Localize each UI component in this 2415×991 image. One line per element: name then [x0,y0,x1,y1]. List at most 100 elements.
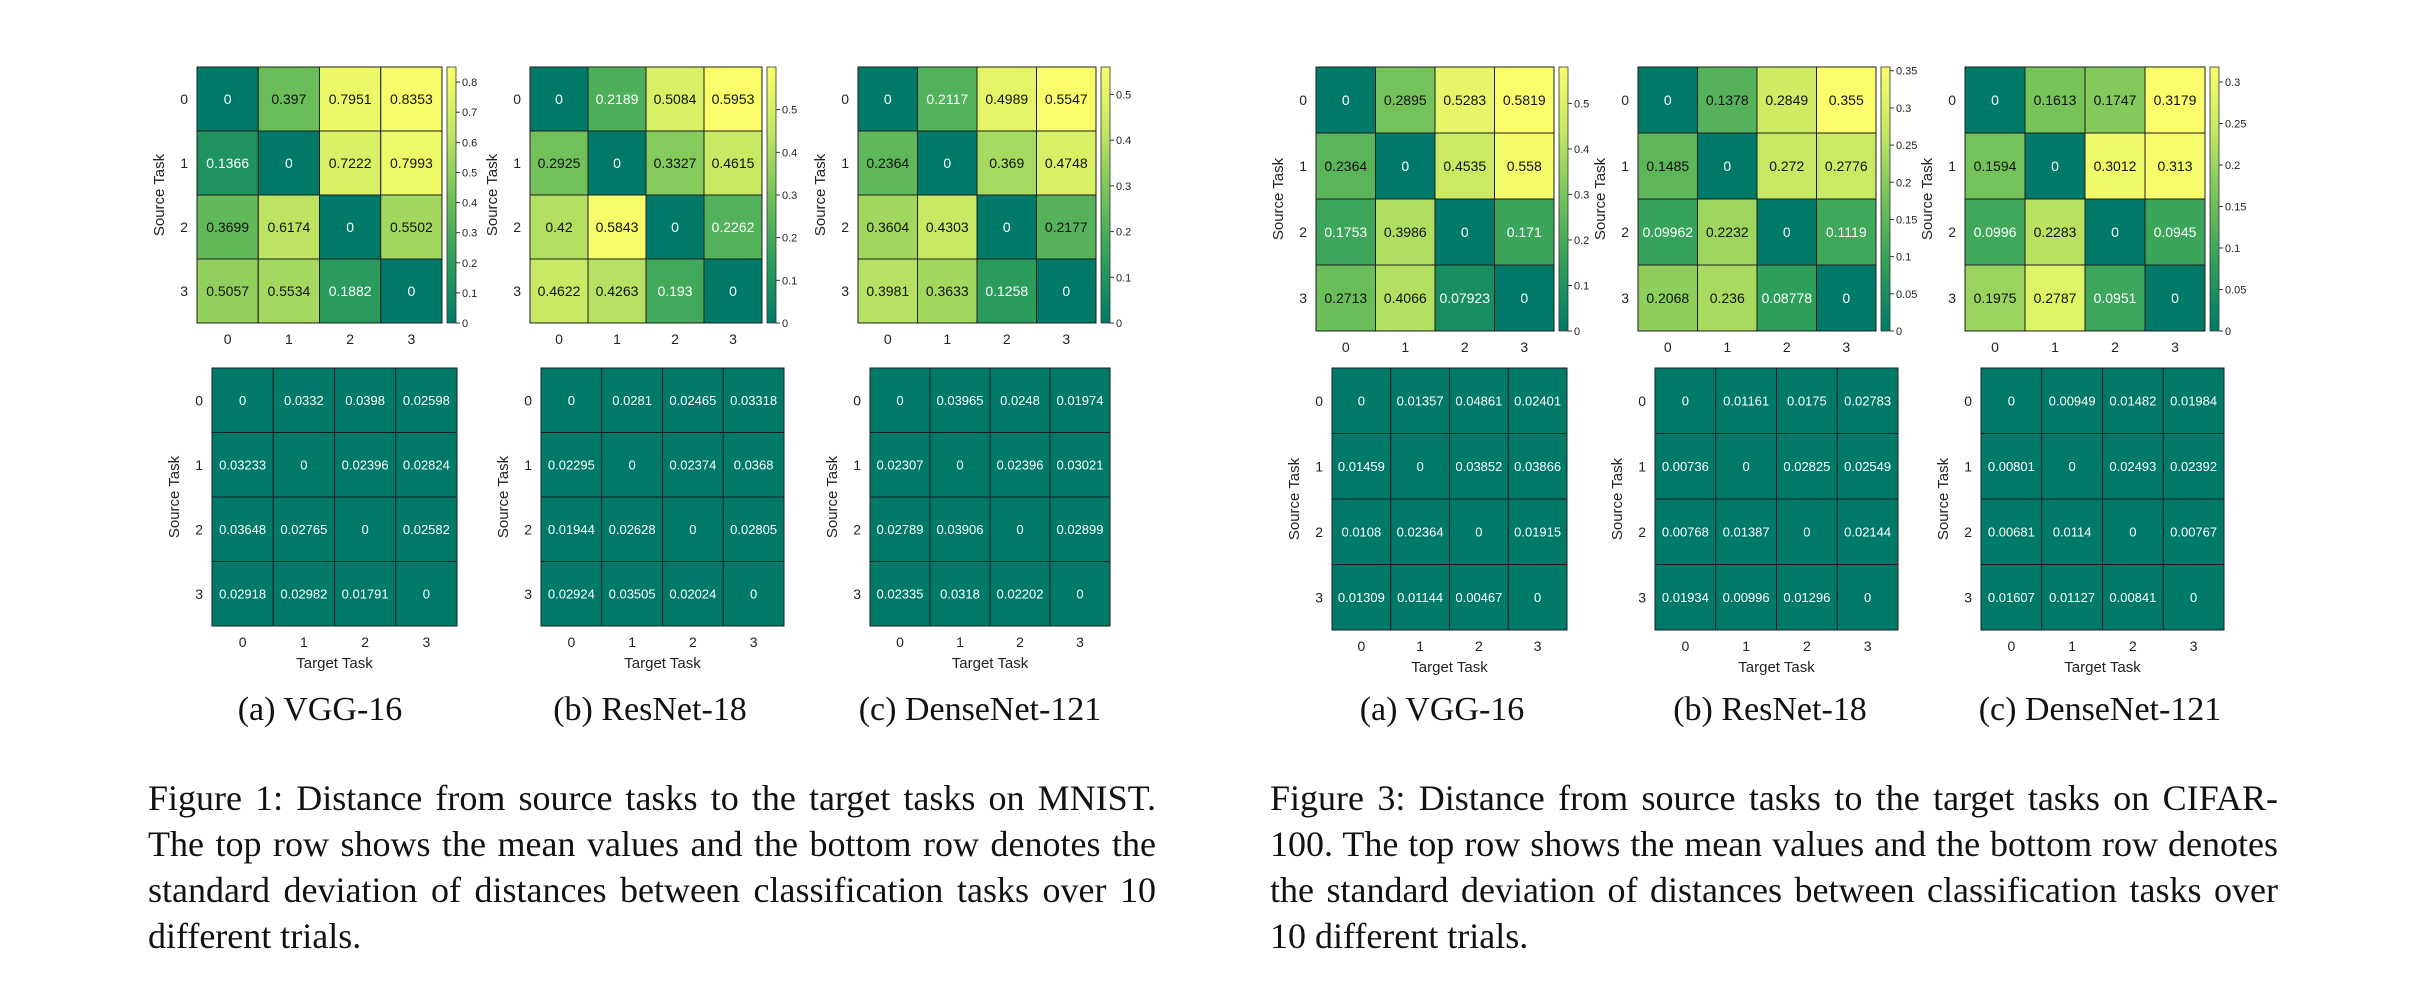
heatmap-cell-p6-r3c1 [1375,264,1436,332]
heatmap-cell-p3-r3c1 [272,561,335,627]
colorbar-tick-p6-0: 0 [1574,326,1580,338]
cell-value-p3-r2c2: 0 [362,522,369,537]
y-tick-p1-3: 3 [513,283,521,299]
y-tick-p8-1: 1 [1948,158,1956,174]
cell-value-p8-r0c0: 0 [1991,92,1999,108]
cell-value-p11-r2c0: 0.00681 [1988,524,2035,539]
y-tick-p9-1: 1 [1315,458,1323,474]
figure-3-caption: Figure 3: Distance from source tasks to … [1270,778,2278,956]
cell-value-p10-r0c0: 0 [1682,393,1689,408]
cell-value-p3-r1c2: 0.02396 [342,457,389,472]
x-tick-p10-2: 2 [1803,638,1811,654]
cell-value-p3-r1c3: 0.02824 [403,457,450,472]
x-tick-p6-0: 0 [1342,339,1350,355]
colorbar-tick-p6-3: 0.3 [1574,189,1589,201]
cell-value-p0-r0c0: 0 [224,91,232,107]
heatmap-cell-p2-r1c1 [917,130,978,196]
heatmap-cell-p4-r2c0 [540,496,603,562]
y-axis-label-p1: Source Task [484,153,501,236]
cell-value-p0-r2c1: 0.6174 [267,219,310,235]
heatmap-cell-p0-r1c3 [380,130,443,196]
heatmap-cell-p1-r0c3 [703,66,763,132]
x-tick-p8-0: 0 [1991,339,1999,355]
cell-value-p2-r2c0: 0.3604 [866,219,909,235]
cell-value-p3-r2c0: 0.03648 [219,522,266,537]
cell-value-p2-r2c3: 0.2177 [1045,219,1088,235]
cell-value-p3-r3c2: 0.01791 [342,586,389,601]
cell-value-p2-r3c0: 0.3981 [866,283,909,299]
cell-value-p7-r3c2: 0.08778 [1761,290,1812,306]
cell-value-p8-r0c3: 0.3179 [2154,92,2197,108]
x-tick-p3-2: 2 [361,634,369,650]
cell-value-p0-r1c3: 0.7993 [390,155,433,171]
heatmap-cell-p6-r2c2 [1434,198,1495,266]
y-axis-label-p0: Source Task [151,153,168,236]
y-tick-p3-0: 0 [195,392,203,408]
heatmap-cell-p0-r0c0 [196,66,259,132]
heatmap-cell-p9-r1c0 [1331,433,1392,500]
cell-value-p0-r3c2: 0.1882 [329,283,372,299]
heatmap-cell-p7-r2c1 [1697,198,1758,266]
x-axis-label-p5: Target Task [952,655,1029,672]
colorbar-p8 [2209,66,2220,332]
colorbar-tick-p1-2: 0.2 [782,233,797,245]
heatmap-cell-p11-r2c2 [2102,498,2164,565]
cell-value-p9-r3c2: 0.00467 [1455,590,1502,605]
cell-value-p8-r3c3: 0 [2171,290,2179,306]
y-tick-p11-1: 1 [1964,458,1972,474]
cell-value-p8-r3c1: 0.2787 [2034,290,2077,306]
x-tick-p8-3: 3 [2171,339,2179,355]
cell-value-p2-r0c3: 0.5547 [1045,91,1088,107]
cell-value-p7-r1c0: 0.1485 [1646,158,1689,174]
colorbar-tick-p7-3: 0.15 [1896,214,1917,226]
cell-value-p4-r1c3: 0.0368 [734,457,774,472]
heatmap-cell-p0-r2c3 [380,194,443,260]
heatmap-cell-p0-r1c1 [257,130,320,196]
cell-value-p5-r1c2: 0.02396 [997,457,1044,472]
heatmap-cell-p6-r1c2 [1434,132,1495,200]
heatmap-cell-p0-r3c0 [196,258,259,324]
cell-value-p8-r1c2: 0.3012 [2094,158,2137,174]
heatmap-cell-p8-r1c3 [2144,132,2206,200]
x-tick-p8-2: 2 [2111,339,2119,355]
heatmap-cell-p4-r3c3 [722,561,785,627]
x-tick-p3-3: 3 [422,634,430,650]
heatmap-cell-p11-r0c3 [2162,367,2225,434]
heatmap-cell-p9-r0c1 [1390,367,1450,434]
y-tick-p4-1: 1 [524,457,532,473]
heatmap-cell-p0-r0c3 [380,66,443,132]
heatmap-cell-p2-r1c2 [976,130,1037,196]
x-tick-p7-1: 1 [1723,339,1731,355]
cell-value-p7-r0c1: 0.1378 [1706,92,1749,108]
cell-value-p9-r2c3: 0.01915 [1514,524,1561,539]
heatmap-cell-p2-r2c2 [976,194,1037,260]
subcaption-fig1-resnet18: (b) ResNet-18 [553,691,747,728]
cell-value-p0-r2c3: 0.5502 [390,219,433,235]
cell-value-p7-r0c2: 0.2849 [1765,92,1808,108]
cell-value-p11-r2c2: 0 [2129,524,2136,539]
cell-value-p9-r1c2: 0.03852 [1455,459,1502,474]
cell-value-p5-r1c0: 0.02307 [877,457,924,472]
heatmap-cell-p1-r1c1 [587,130,647,196]
cell-value-p10-r3c3: 0 [1864,590,1871,605]
colorbar-tick-p2-2: 0.2 [1116,227,1131,239]
cell-value-p6-r1c2: 0.4535 [1443,158,1486,174]
figure-1-caption: Figure 1: Distance from source tasks to … [148,778,1156,956]
colorbar-tick-p1-0: 0 [782,318,788,330]
colorbar-tick-p0-4: 0.4 [462,198,477,210]
heatmap-cell-p5-r2c3 [1049,496,1111,562]
colorbar-tick-p2-0: 0 [1116,318,1122,330]
x-tick-p4-0: 0 [567,634,575,650]
cell-value-p3-r0c0: 0 [239,393,246,408]
cell-value-p10-r0c1: 0.01161 [1723,393,1769,408]
heatmap-cell-p2-r0c2 [976,66,1037,132]
cell-value-p4-r3c0: 0.02924 [548,586,595,601]
colorbar-tick-p6-2: 0.2 [1574,235,1589,247]
cell-value-p7-r3c1: 0.236 [1710,290,1745,306]
cell-value-p3-r1c0: 0.03233 [219,457,266,472]
cell-value-p10-r0c3: 0.02783 [1844,393,1891,408]
heatmap-cell-p5-r3c1 [929,561,991,627]
cell-value-p2-r0c1: 0.2117 [926,91,968,107]
